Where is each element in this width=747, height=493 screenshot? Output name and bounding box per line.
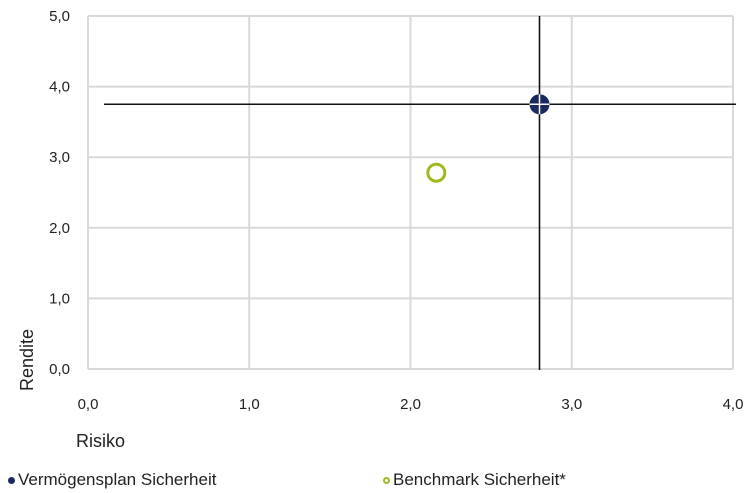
y-tick-label: 1,0 xyxy=(49,290,70,307)
y-tick-label: 0,0 xyxy=(49,361,70,378)
x-axis-title: Risiko xyxy=(76,431,125,451)
legend-label-vermoegensplan: Vermögensplan Sicherheit xyxy=(18,470,217,489)
grid xyxy=(87,15,734,370)
x-tick-label: 0,0 xyxy=(78,396,99,413)
x-tick-label: 3,0 xyxy=(561,396,582,413)
legend-label-benchmark: Benchmark Sicherheit* xyxy=(393,470,566,489)
data-points xyxy=(426,94,550,183)
data-point-benchmark xyxy=(426,162,447,183)
x-tick-label: 4,0 xyxy=(723,396,744,413)
y-tick-label: 2,0 xyxy=(49,220,70,237)
crosshair xyxy=(104,16,736,370)
y-tick-label: 4,0 xyxy=(49,79,70,96)
x-tick-label: 2,0 xyxy=(400,396,421,413)
y-axis-title: Rendite xyxy=(17,329,37,391)
x-tick-label: 1,0 xyxy=(239,396,260,413)
y-tick-label: 3,0 xyxy=(49,149,70,166)
legend-item-benchmark: Benchmark Sicherheit* xyxy=(383,470,566,490)
legend-marker-hollow-dot-icon xyxy=(383,476,390,484)
y-axis-ticks: 0,0 1,0 2,0 3,0 4,0 5,0 xyxy=(49,8,70,378)
y-tick-label: 5,0 xyxy=(49,8,70,25)
x-axis-ticks: 0,0 1,0 2,0 3,0 4,0 xyxy=(78,396,744,413)
legend-item-vermoegensplan: Vermögensplan Sicherheit xyxy=(8,470,216,490)
legend-marker-filled-dot-icon xyxy=(8,476,15,484)
